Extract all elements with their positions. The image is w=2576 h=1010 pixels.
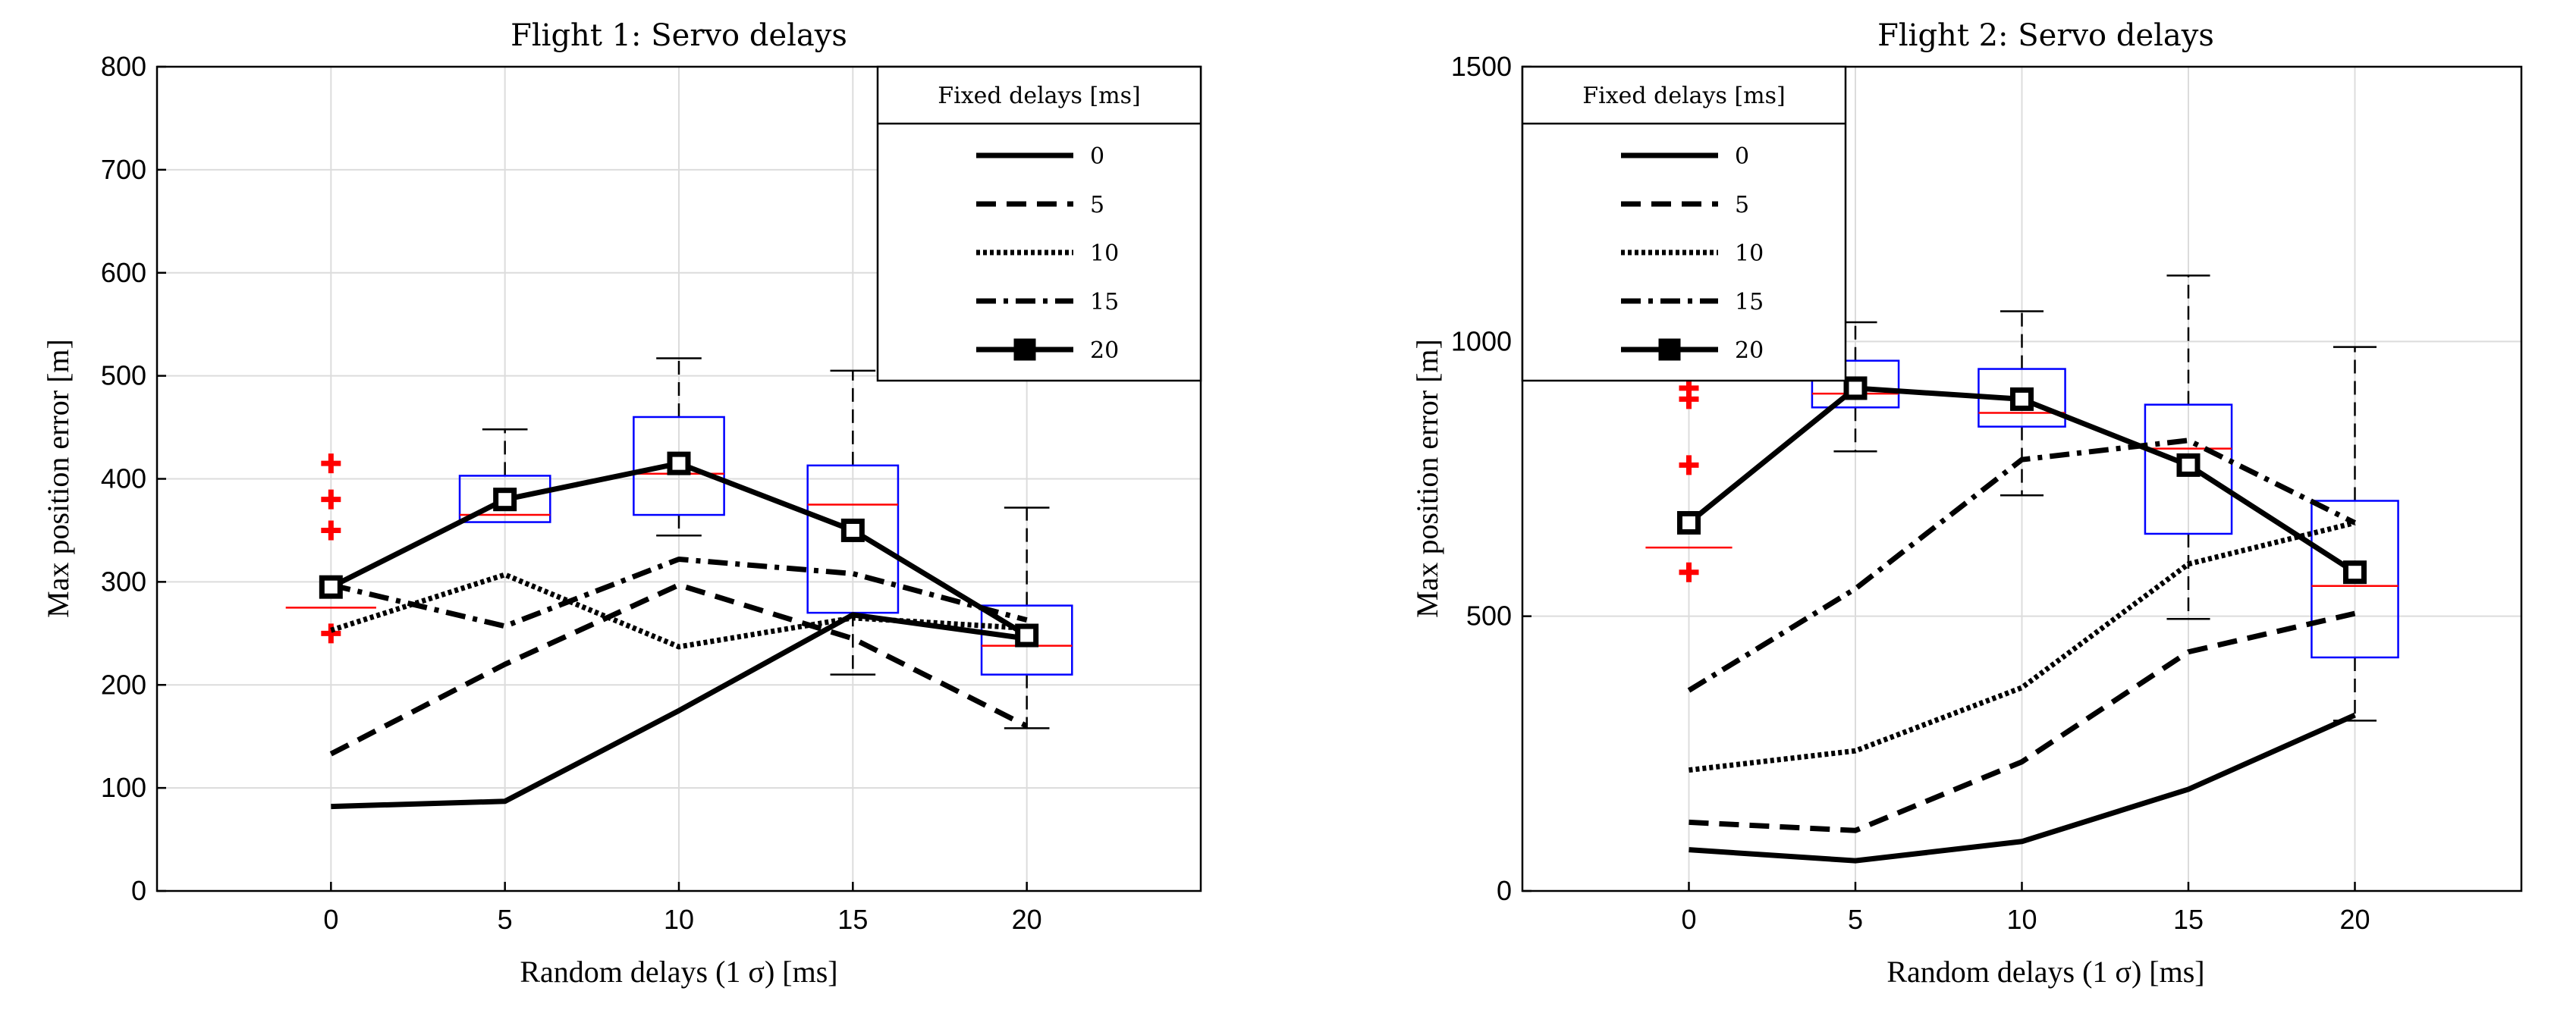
- series-line-0: [331, 612, 1028, 810]
- outlier-marker: [1679, 455, 1699, 475]
- axes: 0 5 10 15 20 0 500 1000 1500: [1451, 51, 2523, 935]
- series-line-15: [330, 556, 1028, 629]
- y-tick-label: 200: [101, 669, 146, 700]
- series-line-0: [1689, 712, 2356, 864]
- y-tick-label: 0: [131, 875, 146, 906]
- y-tick-label: 1500: [1451, 51, 1512, 82]
- legend-label-5: 5: [1735, 192, 1749, 218]
- y-tick-label: 800: [101, 51, 146, 82]
- series-marker-20: [493, 488, 517, 512]
- x-tick-label: 20: [2339, 904, 2370, 935]
- series-line-15: [1687, 438, 2357, 693]
- y-axis-label: Max position error [m]: [41, 339, 75, 618]
- legend-label-15: 15: [1735, 289, 1764, 315]
- x-tick-label: 15: [837, 904, 868, 935]
- x-tick-label: 10: [664, 904, 694, 935]
- x-axis-label: Random delays (1 σ) [ms]: [1886, 955, 2204, 989]
- legend-label-5: 5: [1090, 192, 1104, 218]
- y-tick-label: 600: [101, 257, 146, 288]
- series-marker-20: [1843, 376, 1868, 400]
- boxplot: [2311, 346, 2399, 722]
- x-tick-label: 5: [498, 904, 513, 935]
- legend-label-20: 20: [1090, 337, 1119, 364]
- outlier-marker: [321, 520, 341, 541]
- legend: Fixed delays [ms] 0 5 10 15 20: [1521, 65, 1847, 382]
- legend-title: Fixed delays [ms]: [938, 83, 1140, 109]
- legend: Fixed delays [ms] 0 5 10 15 20: [876, 65, 1202, 382]
- outlier-marker: [321, 489, 341, 510]
- box-iqr: [1811, 359, 1900, 409]
- series-line-5: [329, 582, 1029, 757]
- outlier-marker: [1679, 378, 1699, 398]
- x-axis-label: Random delays (1 σ) [ms]: [520, 955, 837, 989]
- legend-label-0: 0: [1735, 143, 1749, 170]
- box-iqr: [980, 604, 1073, 676]
- series-marker-20: [2176, 453, 2201, 477]
- legend-label-0: 0: [1090, 143, 1104, 170]
- box-iqr: [633, 416, 725, 516]
- legend-label-15: 15: [1090, 289, 1119, 315]
- x-tick-label: 0: [323, 904, 338, 935]
- legend-label-20: 20: [1735, 337, 1764, 364]
- series-lines: [319, 451, 1039, 810]
- legend-box: [876, 65, 1202, 382]
- series-marker-20: [1677, 510, 1701, 535]
- outlier-marker: [321, 453, 341, 474]
- series-marker-20: [667, 451, 691, 475]
- y-tick-label: 1000: [1451, 325, 1512, 356]
- boxplot: [2144, 274, 2233, 620]
- series-line-10: [1689, 520, 2356, 773]
- y-axis-label: Max position error [m]: [1410, 339, 1444, 618]
- outlier-marker: [1679, 562, 1699, 582]
- y-tick-label: 300: [101, 566, 146, 597]
- boxplots: [1645, 274, 2399, 722]
- box-iqr: [2311, 500, 2399, 659]
- series-line-5: [1689, 610, 2356, 833]
- y-tick-label: 700: [101, 154, 146, 185]
- y-tick-label: 100: [101, 772, 146, 803]
- legend-label-10: 10: [1090, 240, 1119, 267]
- chart-title: Flight 2: Servo delays: [1877, 18, 2214, 53]
- legend-label-10: 10: [1735, 240, 1764, 267]
- x-tick-label: 10: [2006, 904, 2037, 935]
- box-iqr: [458, 475, 551, 523]
- y-tick-label: 400: [101, 463, 146, 494]
- chart-flight-2: Flight 2: Servo delays Random delays (1 …: [1410, 18, 2523, 989]
- boxplot: [285, 453, 376, 644]
- series-line-10: [330, 572, 1027, 650]
- legend-box: [1521, 65, 1847, 382]
- box-iqr: [2144, 403, 2233, 535]
- chart-title: Flight 1: Servo delays: [510, 18, 847, 53]
- x-tick-label: 15: [2173, 904, 2204, 935]
- boxplot: [980, 507, 1073, 729]
- series-lines: [1677, 376, 2367, 864]
- legend-marker-20: [1658, 338, 1681, 361]
- x-tick-label: 20: [1012, 904, 1042, 935]
- x-tick-label: 0: [1681, 904, 1696, 935]
- series-marker-20: [840, 518, 865, 542]
- y-tick-label: 500: [101, 360, 146, 391]
- legend-marker-20: [1013, 338, 1036, 361]
- series-marker-20: [2010, 387, 2034, 411]
- y-tick-label: 0: [1497, 875, 1512, 906]
- series-marker-20: [1015, 623, 1039, 648]
- x-tick-label: 5: [1848, 904, 1863, 935]
- y-tick-label: 500: [1466, 601, 1512, 632]
- legend-title: Fixed delays [ms]: [1582, 83, 1785, 109]
- boxplot: [1645, 378, 1733, 582]
- series-marker-20: [319, 575, 343, 599]
- outlier-marker: [321, 623, 341, 644]
- chart-flight-1: Flight 1: Servo delays Random delays (1 …: [41, 18, 1202, 989]
- series-marker-20: [2343, 560, 2367, 585]
